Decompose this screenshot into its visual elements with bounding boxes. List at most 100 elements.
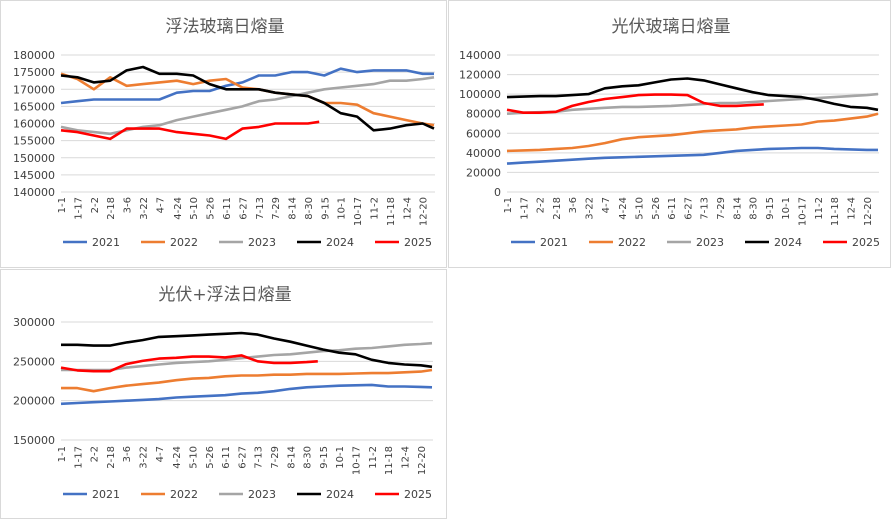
- y-tick-label: 80000: [466, 108, 501, 121]
- y-tick-label: 150000: [13, 434, 55, 447]
- legend-label-2025: 2025: [404, 236, 432, 249]
- legend-label-2021: 2021: [540, 236, 568, 249]
- chart-combined: 光伏+浮法日熔量 150000 200000 250000 300000 1-1 1-17…: [0, 269, 447, 519]
- x-tick-label: 12-20: [419, 197, 430, 226]
- series-line-2024: [60, 65, 435, 132]
- legend-label-2022: 2022: [618, 236, 646, 249]
- x-tick-label: 3-6: [123, 197, 134, 213]
- legend-label-2023: 2023: [248, 488, 276, 501]
- legend-label-2025: 2025: [404, 488, 432, 501]
- x-tick-label: 2-2: [536, 197, 547, 213]
- x-tick-label: 12-20: [863, 197, 874, 226]
- x-tick-label: 5-26: [206, 197, 217, 220]
- legend-label-2021: 2021: [92, 488, 120, 501]
- x-tick-label: 8-30: [749, 197, 760, 220]
- x-tick-label: 4-24: [172, 446, 183, 469]
- x-tick-label: 3-6: [122, 446, 133, 462]
- x-tick-label: 9-15: [320, 197, 331, 220]
- y-tick-label: 140000: [13, 186, 55, 199]
- x-tick-label: 4-7: [155, 197, 166, 213]
- x-tick-label: 9-15: [319, 446, 330, 469]
- y-tick-label: 180000: [13, 49, 55, 62]
- chart-title: 浮法玻璃日熔量: [166, 17, 285, 37]
- x-tick-label: 5-10: [634, 197, 645, 220]
- series-line-2025: [60, 354, 318, 373]
- x-tick-label: 10-1: [781, 197, 792, 220]
- x-tick-label: 2-18: [552, 197, 563, 220]
- x-tick-label: 3-22: [139, 197, 150, 220]
- chart-combined-svg: 光伏+浮法日熔量 150000 200000 250000 300000 1-1 1-17…: [13, 285, 433, 501]
- y-tick-label: 145000: [13, 169, 55, 182]
- x-tick-label: 7-29: [270, 446, 281, 469]
- x-tick-label: 11-2: [370, 197, 381, 220]
- y-tick-label: 20000: [466, 166, 501, 179]
- x-tick-label: 10-1: [337, 197, 348, 220]
- x-tick-label: 6-27: [238, 197, 249, 220]
- chart-float-glass-svg: 浮法玻璃日熔量 140000 145000 150000 155000 160000 16…: [13, 17, 435, 249]
- x-tick-label: 7-13: [255, 197, 266, 220]
- series-line-2023: [506, 92, 879, 115]
- series-line-2021: [60, 383, 433, 406]
- x-tick-label: 5-10: [189, 197, 200, 220]
- x-tick-label: 11-18: [384, 446, 395, 475]
- series-line-2024: [506, 77, 879, 112]
- x-tick-label: 2-18: [106, 197, 117, 220]
- x-tick-label: 6-27: [237, 446, 248, 469]
- x-tick-label: 11-18: [830, 197, 841, 226]
- y-tick-label: 140000: [459, 49, 501, 62]
- series-line-2025: [60, 120, 320, 141]
- x-tick-label: 2-18: [106, 446, 117, 469]
- x-tick-label: 4-7: [601, 197, 612, 213]
- chart-pv-glass-svg: 光伏玻璃日熔量 0 20000 40000 60000 80000 100000 12000…: [459, 17, 880, 249]
- series-line-2022: [506, 112, 879, 153]
- series-line-2021: [60, 67, 434, 105]
- series-line-2023: [60, 76, 435, 136]
- x-tick-label: 8-14: [286, 446, 297, 469]
- x-tick-label: 1-1: [503, 197, 514, 213]
- x-tick-label: 10-17: [353, 197, 364, 226]
- legend-label-2024: 2024: [326, 236, 354, 249]
- y-tick-label: 150000: [13, 152, 55, 165]
- legend-label-2023: 2023: [696, 236, 724, 249]
- y-tick-label: 40000: [466, 147, 501, 160]
- y-tick-label: 100000: [459, 88, 501, 101]
- x-tick-label: 11-2: [368, 446, 379, 469]
- y-tick-label: 175000: [13, 66, 55, 79]
- legend-label-2023: 2023: [248, 236, 276, 249]
- legend-label-2025: 2025: [852, 236, 880, 249]
- x-tick-label: 2-2: [90, 446, 101, 462]
- y-tick-label: 250000: [13, 355, 55, 368]
- x-tick-label: 4-24: [618, 197, 629, 220]
- legend-label-2022: 2022: [170, 488, 198, 501]
- x-tick-label: 1-17: [73, 197, 84, 220]
- x-tick-label: 1-17: [519, 197, 530, 220]
- x-tick-label: 12-4: [400, 446, 411, 469]
- x-tick-label: 7-29: [271, 197, 282, 220]
- legend-label-2024: 2024: [774, 236, 802, 249]
- chart-title: 光伏+浮法日熔量: [158, 285, 291, 305]
- y-tick-label: 0: [494, 186, 501, 199]
- legend-label-2021: 2021: [92, 236, 120, 249]
- y-tick-label: 165000: [13, 100, 55, 113]
- x-tick-label: 1-1: [57, 197, 68, 213]
- x-tick-label: 4-7: [155, 446, 166, 462]
- x-tick-label: 1-1: [57, 446, 68, 462]
- series-line-2024: [61, 331, 433, 369]
- x-tick-label: 5-26: [651, 197, 662, 220]
- x-tick-label: 5-10: [188, 446, 199, 469]
- x-tick-label: 11-2: [814, 197, 825, 220]
- x-tick-label: 9-15: [765, 197, 776, 220]
- series-line-2021: [506, 146, 878, 165]
- x-tick-label: 8-30: [304, 197, 315, 220]
- x-tick-label: 12-20: [417, 446, 428, 475]
- x-tick-label: 11-18: [386, 197, 397, 226]
- x-tick-label: 10-17: [798, 197, 809, 226]
- x-tick-label: 5-26: [205, 446, 216, 469]
- chart-title: 光伏玻璃日熔量: [612, 17, 731, 37]
- x-tick-label: 7-13: [254, 446, 265, 469]
- y-tick-label: 170000: [13, 83, 55, 96]
- x-tick-label: 7-29: [716, 197, 727, 220]
- x-tick-label: 3-22: [585, 197, 596, 220]
- x-tick-label: 3-22: [139, 446, 150, 469]
- chart-float-glass: 浮法玻璃日熔量 140000 145000 150000 155000 160000 16…: [0, 0, 447, 268]
